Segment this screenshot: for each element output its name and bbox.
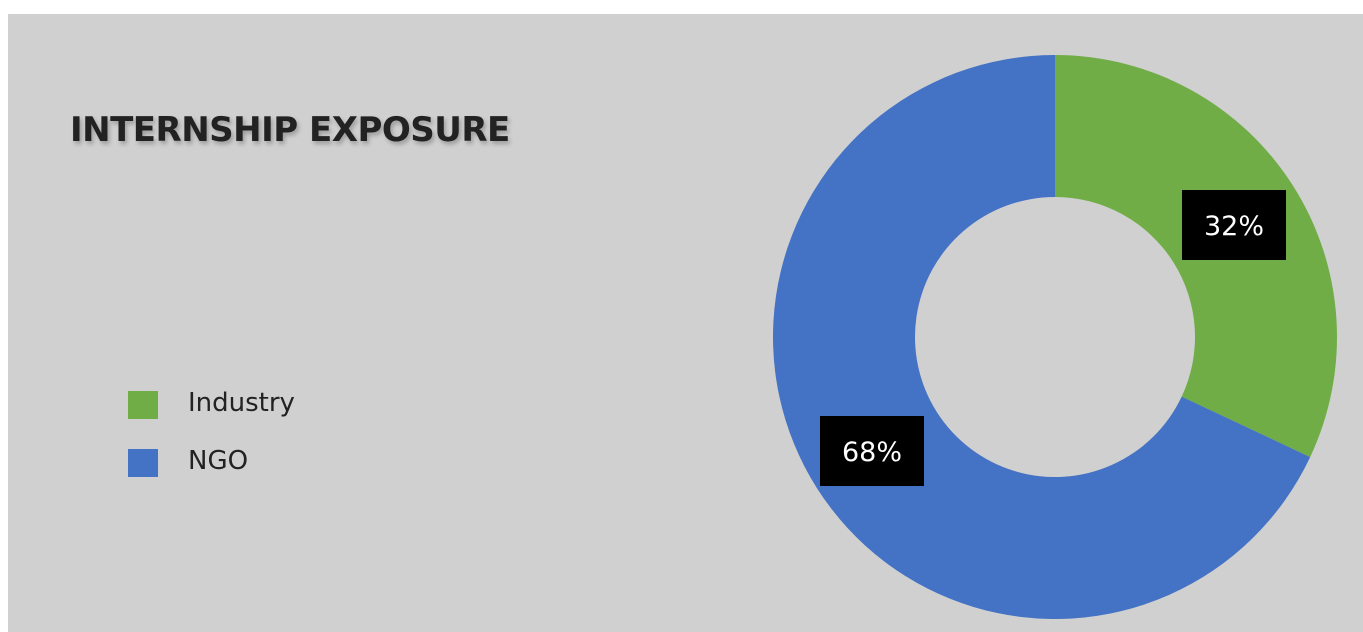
data-label-box-ngo: [820, 416, 924, 486]
data-label-ngo: 68%: [842, 437, 902, 468]
legend-label-industry: Industry: [188, 388, 295, 418]
chart-title: INTERNSHIP EXPOSURE: [70, 110, 510, 150]
donut-data-labels: 32% 68%: [820, 190, 1286, 486]
data-label-industry: 32%: [1204, 211, 1264, 242]
legend-swatch-ngo: [128, 449, 158, 477]
data-label-box-industry: [1182, 190, 1286, 260]
legend-swatch-industry: [128, 391, 158, 419]
legend-label-ngo: NGO: [188, 446, 249, 476]
donut-slices: [773, 55, 1337, 619]
